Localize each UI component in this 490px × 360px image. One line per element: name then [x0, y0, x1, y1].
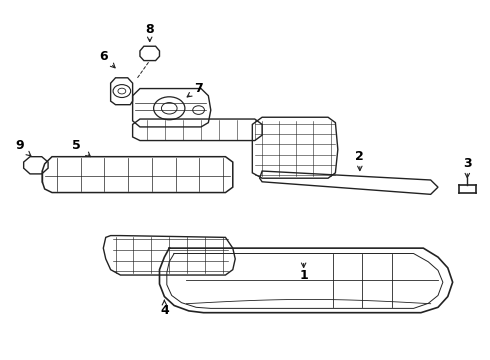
Text: 1: 1 — [299, 269, 308, 282]
Text: 4: 4 — [160, 305, 169, 318]
Text: 9: 9 — [15, 139, 24, 152]
Text: 6: 6 — [99, 50, 108, 63]
Text: 2: 2 — [355, 150, 364, 163]
Text: 7: 7 — [194, 82, 203, 95]
Text: 5: 5 — [72, 139, 81, 152]
Text: 3: 3 — [463, 157, 472, 170]
Text: 8: 8 — [146, 23, 154, 36]
